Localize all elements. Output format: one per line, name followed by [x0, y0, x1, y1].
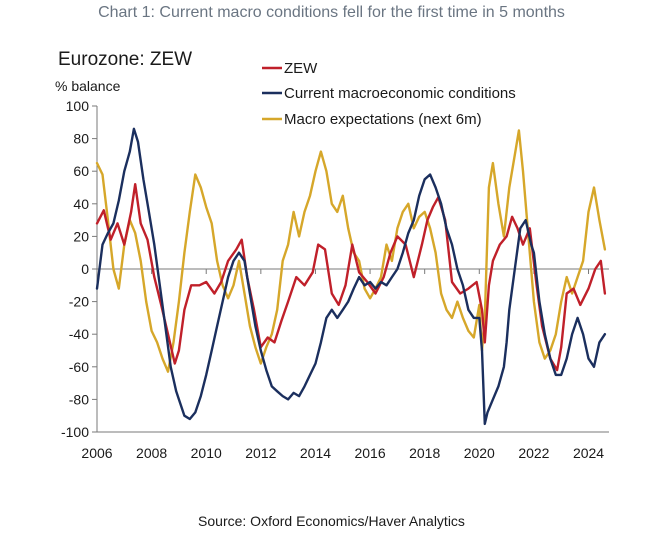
y-tick-label: 100	[66, 98, 90, 114]
x-tick-label: 2012	[245, 445, 276, 461]
y-tick-label: -60	[69, 359, 89, 375]
chart-title: Chart 1: Current macro conditions fell f…	[98, 4, 565, 21]
x-tick-label: 2022	[518, 445, 549, 461]
source-note: Source: Oxford Economics/Haver Analytics	[198, 513, 465, 529]
y-tick-label: 40	[73, 196, 89, 212]
legend: ZEW Current macroeconomic conditions Macro…	[262, 60, 516, 128]
x-tick-label: 2020	[464, 445, 495, 461]
x-tick-label: 2024	[573, 445, 604, 461]
y-tick-label: 0	[81, 261, 89, 277]
y-tick-label: -40	[69, 326, 89, 342]
x-tick-label: 2006	[81, 445, 112, 461]
line-chart: -100 -80 -60 -40 -20 0 20 40 60 80 100 2006 2008 201…	[61, 60, 609, 461]
y-tick-label: -80	[69, 391, 89, 407]
y-axis: -100 -80 -60 -40 -20 0 20 40 60 80 100	[61, 98, 98, 440]
y-tick-label: -100	[61, 424, 89, 440]
x-tick-label: 2016	[354, 445, 385, 461]
x-tick-label: 2010	[191, 445, 222, 461]
y-tick-label: 20	[73, 228, 89, 244]
panel-title: Eurozone: ZEW	[58, 49, 193, 70]
x-tick-label: 2008	[136, 445, 167, 461]
legend-label: Macro expectations (next 6m)	[284, 111, 482, 128]
x-tick-label: 2014	[300, 445, 331, 461]
y-tick-label: 60	[73, 163, 89, 179]
series-line-zew	[95, 182, 607, 372]
x-axis: 2006 2008 2010 2012 2014 2016 2018 2020 2022 2024	[81, 268, 609, 461]
y-tick-label: -20	[69, 294, 89, 310]
y-tick-label: 80	[73, 131, 89, 147]
legend-label: Current macroeconomic conditions	[284, 85, 516, 102]
x-tick-label: 2018	[409, 445, 440, 461]
y-axis-unit-label: % balance	[55, 78, 121, 94]
legend-label: ZEW	[284, 60, 318, 77]
series-layer	[95, 127, 607, 426]
series-line-current-macroeconomic-conditions	[95, 127, 607, 426]
